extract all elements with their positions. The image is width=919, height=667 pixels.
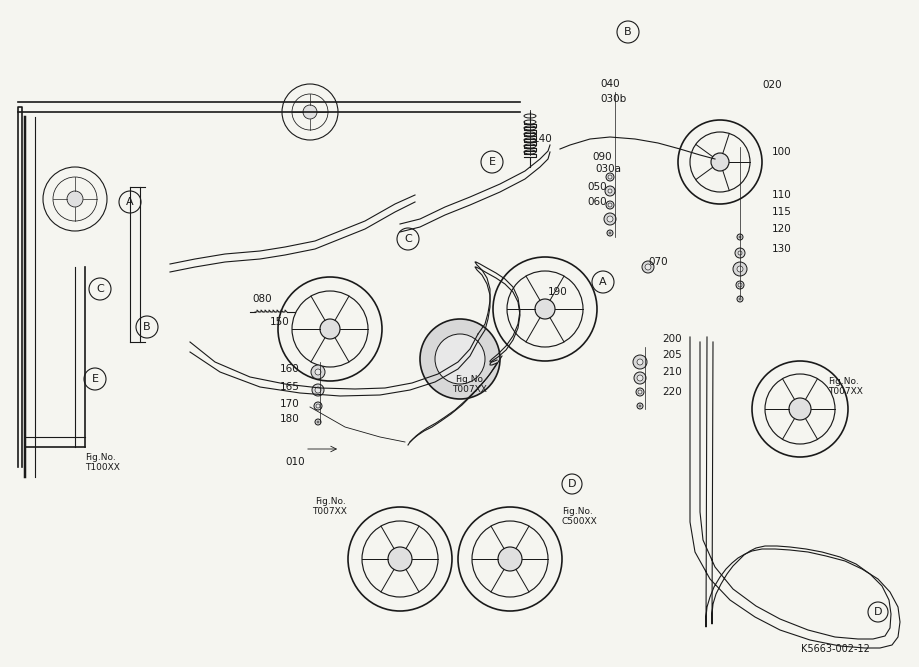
Circle shape	[735, 248, 745, 258]
Circle shape	[608, 189, 612, 193]
Circle shape	[645, 264, 651, 270]
Circle shape	[435, 334, 485, 384]
Circle shape	[637, 403, 643, 409]
Circle shape	[535, 299, 555, 319]
Text: A: A	[599, 277, 607, 287]
Circle shape	[733, 262, 747, 276]
Circle shape	[607, 216, 613, 222]
Text: 110: 110	[772, 190, 792, 200]
Circle shape	[604, 213, 616, 225]
Circle shape	[608, 203, 612, 207]
Circle shape	[634, 372, 646, 384]
Text: D: D	[874, 607, 882, 617]
Text: T007XX: T007XX	[312, 508, 347, 516]
Circle shape	[388, 547, 412, 571]
Circle shape	[316, 404, 320, 408]
Text: 115: 115	[772, 207, 792, 217]
Circle shape	[637, 375, 643, 381]
Text: K5663-002-12: K5663-002-12	[801, 644, 870, 654]
Circle shape	[737, 266, 743, 272]
Text: 030a: 030a	[595, 164, 621, 174]
Circle shape	[311, 365, 325, 379]
Circle shape	[738, 283, 742, 287]
Circle shape	[607, 230, 613, 236]
Text: Fig.No.: Fig.No.	[828, 378, 858, 386]
Text: 220: 220	[662, 387, 682, 397]
Circle shape	[303, 105, 317, 119]
Circle shape	[315, 419, 321, 425]
Text: 040: 040	[600, 79, 619, 89]
Text: E: E	[489, 157, 495, 167]
Circle shape	[737, 234, 743, 240]
Circle shape	[739, 298, 741, 300]
Text: 190: 190	[548, 287, 568, 297]
Text: C: C	[404, 234, 412, 244]
Text: 140: 140	[533, 134, 552, 144]
Text: 210: 210	[662, 367, 682, 377]
Text: Fig.No.: Fig.No.	[455, 374, 485, 384]
Circle shape	[605, 186, 615, 196]
Text: 165: 165	[280, 382, 300, 392]
Circle shape	[320, 319, 340, 339]
Text: 120: 120	[772, 224, 792, 234]
Text: 070: 070	[648, 257, 667, 267]
Text: 020: 020	[762, 80, 782, 90]
Circle shape	[498, 547, 522, 571]
Circle shape	[312, 384, 324, 396]
Circle shape	[711, 153, 729, 171]
Text: 050: 050	[587, 182, 607, 192]
Text: 030b: 030b	[600, 94, 626, 104]
Text: 160: 160	[280, 364, 300, 374]
Circle shape	[314, 402, 322, 410]
Circle shape	[317, 421, 319, 423]
Circle shape	[315, 369, 321, 375]
Circle shape	[737, 296, 743, 302]
Text: 150: 150	[270, 317, 290, 327]
Text: C500XX: C500XX	[562, 518, 597, 526]
Circle shape	[606, 173, 614, 181]
Circle shape	[642, 261, 654, 273]
Circle shape	[736, 281, 744, 289]
Text: Fig.No.: Fig.No.	[314, 498, 346, 506]
Text: A: A	[126, 197, 134, 207]
Circle shape	[738, 251, 742, 255]
Text: 180: 180	[280, 414, 300, 424]
Circle shape	[636, 388, 644, 396]
Text: B: B	[624, 27, 632, 37]
Text: 130: 130	[772, 244, 792, 254]
Circle shape	[608, 175, 612, 179]
Text: 080: 080	[253, 294, 272, 304]
Text: C: C	[96, 284, 104, 294]
Text: T100XX: T100XX	[85, 462, 119, 472]
Circle shape	[637, 359, 643, 365]
Circle shape	[639, 405, 641, 407]
Text: Fig.No.: Fig.No.	[85, 452, 116, 462]
Text: 010: 010	[286, 457, 305, 467]
Circle shape	[420, 319, 500, 399]
Text: 205: 205	[662, 350, 682, 360]
Circle shape	[609, 232, 611, 234]
Text: D: D	[568, 479, 576, 489]
Text: Fig.No.: Fig.No.	[562, 508, 593, 516]
Circle shape	[67, 191, 83, 207]
Text: 200: 200	[662, 334, 682, 344]
Text: E: E	[92, 374, 98, 384]
Text: 090: 090	[592, 152, 612, 162]
Circle shape	[606, 201, 614, 209]
Text: B: B	[143, 322, 151, 332]
Circle shape	[315, 387, 321, 393]
Text: T007XX: T007XX	[452, 384, 487, 394]
Circle shape	[739, 236, 741, 238]
Text: T007XX: T007XX	[828, 388, 863, 396]
Circle shape	[789, 398, 811, 420]
Circle shape	[638, 390, 642, 394]
Circle shape	[633, 355, 647, 369]
Text: 100: 100	[772, 147, 791, 157]
Text: 170: 170	[280, 399, 300, 409]
Text: 060: 060	[587, 197, 607, 207]
